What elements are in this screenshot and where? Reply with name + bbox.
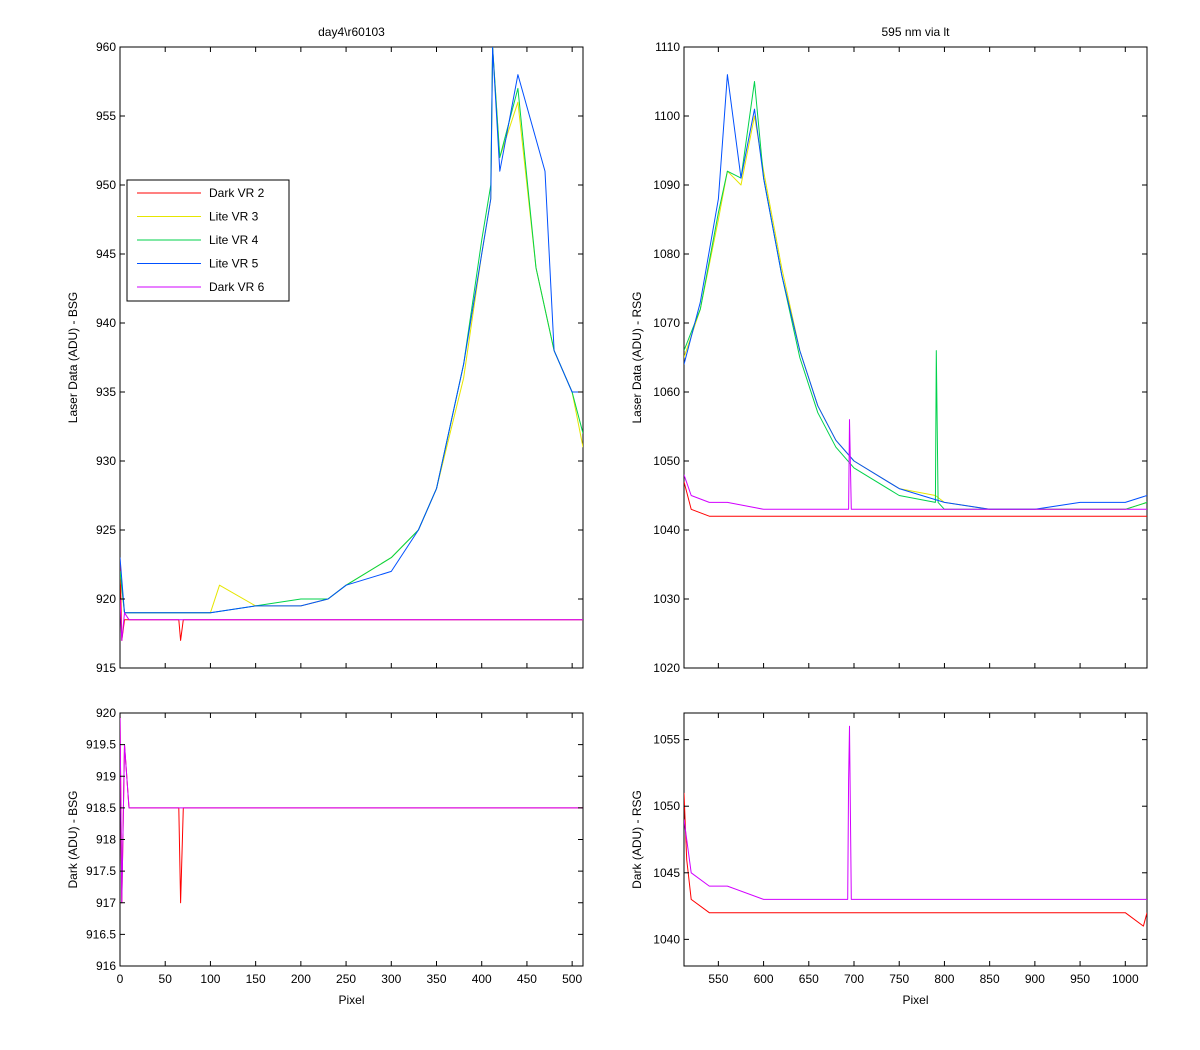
chart-bottom-right: 550 600 650 700 750 800 850 900 950 1000 1040 1045 1…: [630, 712, 1148, 1007]
chart-bottom-left: 0 50 100 150 200 250 300 350 400 450 500 916 916.5 91…: [66, 706, 584, 1007]
x-tick-label: 150: [246, 972, 266, 986]
y-tick-label: 1050: [653, 799, 680, 813]
y-tick-label: 955: [96, 109, 116, 123]
y-axis-label: Laser Data (ADU) - RSG: [630, 291, 644, 423]
x-tick-label: 500: [562, 972, 582, 986]
series-line-lite-vr-5: [120, 47, 583, 614]
y-tick-label: 1110: [655, 40, 680, 54]
x-tick-label: 100: [200, 972, 220, 986]
y-tick-label: 1055: [653, 733, 680, 747]
y-tick-label: 1045: [653, 866, 680, 880]
y-axis-label: Laser Data (ADU) - BSG: [66, 292, 80, 423]
chart-title: day4\r60103: [318, 25, 385, 39]
x-tick-label: 700: [844, 972, 864, 986]
x-tick-label: 1000: [1112, 972, 1139, 986]
legend-label: Lite VR 4: [209, 233, 259, 247]
y-tick-label: 1040: [653, 932, 680, 946]
plot-area: [119, 712, 584, 967]
chart-top-left: 915 920 925 930 935 940 945 950 955 960 day4\r6010…: [66, 25, 584, 675]
y-tick-label: 1030: [653, 592, 680, 606]
x-axis-label: Pixel: [902, 993, 928, 1007]
series-line-dark-vr-6: [120, 598, 583, 641]
y-tick-label: 918.5: [86, 801, 116, 815]
x-axis-label: Pixel: [338, 993, 364, 1007]
y-tick-label: 915: [96, 661, 116, 675]
y-tick-label: 1070: [653, 316, 680, 330]
y-tick-label: 960: [96, 40, 116, 54]
y-tick-label: 1050: [653, 454, 680, 468]
x-tick-label: 250: [336, 972, 356, 986]
x-tick-label: 600: [754, 972, 774, 986]
y-tick-label: 918: [96, 833, 116, 847]
series-group: [684, 74, 1147, 517]
plot-area: [683, 46, 1148, 669]
series-group: [684, 725, 1147, 927]
y-tick-label: 1060: [653, 385, 680, 399]
x-tick-label: 800: [934, 972, 954, 986]
x-tick-label: 550: [708, 972, 728, 986]
y-axis-label: Dark (ADU) - BSG: [66, 790, 80, 888]
x-tick-label: 750: [889, 972, 909, 986]
y-tick-label: 1080: [653, 247, 680, 261]
y-axis-label: Dark (ADU) - RSG: [630, 790, 644, 889]
x-tick-label: 50: [159, 972, 173, 986]
x-tick-label: 900: [1025, 972, 1045, 986]
y-tick-label: 917.5: [86, 864, 116, 878]
series-group: [120, 47, 583, 641]
x-tick-label: 300: [381, 972, 401, 986]
y-tick-label: 935: [96, 385, 116, 399]
y-tick-label: 1100: [654, 109, 680, 123]
plot-area: [119, 46, 584, 669]
y-tick-label: 919: [96, 769, 116, 783]
y-tick-label: 920: [96, 706, 116, 720]
y-tick-label: 950: [96, 178, 116, 192]
series-line-dark-vr-6: [684, 725, 1147, 900]
y-tick-label: 920: [96, 592, 116, 606]
chart-title: 595 nm via lt: [881, 25, 950, 39]
legend-label: Dark VR 2: [209, 186, 265, 200]
x-tick-label: 950: [1070, 972, 1090, 986]
plot-area: [683, 712, 1148, 967]
series-line-dark-vr-6: [684, 419, 1147, 510]
y-tick-label: 1040: [653, 523, 680, 537]
y-tick-label: 919.5: [86, 738, 116, 752]
x-tick-label: 350: [426, 972, 446, 986]
series-line-dark-vr-6: [120, 713, 583, 904]
y-tick-label: 940: [96, 316, 116, 330]
legend-label: Lite VR 5: [209, 257, 259, 271]
y-tick-label: 917: [96, 896, 116, 910]
legend-label: Dark VR 6: [209, 280, 265, 294]
y-tick-label: 925: [96, 523, 116, 537]
x-tick-label: 650: [799, 972, 819, 986]
y-tick-label: 945: [96, 247, 116, 261]
x-tick-label: 450: [517, 972, 537, 986]
series-line-dark-vr-2: [684, 792, 1147, 927]
legend-label: Lite VR 3: [209, 210, 259, 224]
chart-panels: 915 920 925 930 935 940 945 950 955 960 day4\r6010…: [66, 25, 1148, 1007]
chart-top-right: 1020 1030 1040 1050 1060 1070 1080 1090 1100 1110…: [630, 25, 1148, 675]
x-tick-label: 200: [291, 972, 311, 986]
series-group: [120, 713, 583, 904]
y-tick-label: 916.5: [86, 927, 116, 941]
y-tick-label: 930: [96, 454, 116, 468]
x-tick-label: 850: [980, 972, 1000, 986]
legend: Dark VR 2 Lite VR 3 Lite VR 4 Lite VR 5 Dark…: [126, 179, 290, 302]
y-tick-label: 1090: [653, 178, 680, 192]
y-tick-label: 916: [96, 959, 116, 973]
x-tick-label: 400: [472, 972, 492, 986]
x-tick-label: 0: [117, 972, 124, 986]
series-line-dark-vr-2: [684, 481, 1147, 517]
y-tick-label: 1020: [653, 661, 680, 675]
